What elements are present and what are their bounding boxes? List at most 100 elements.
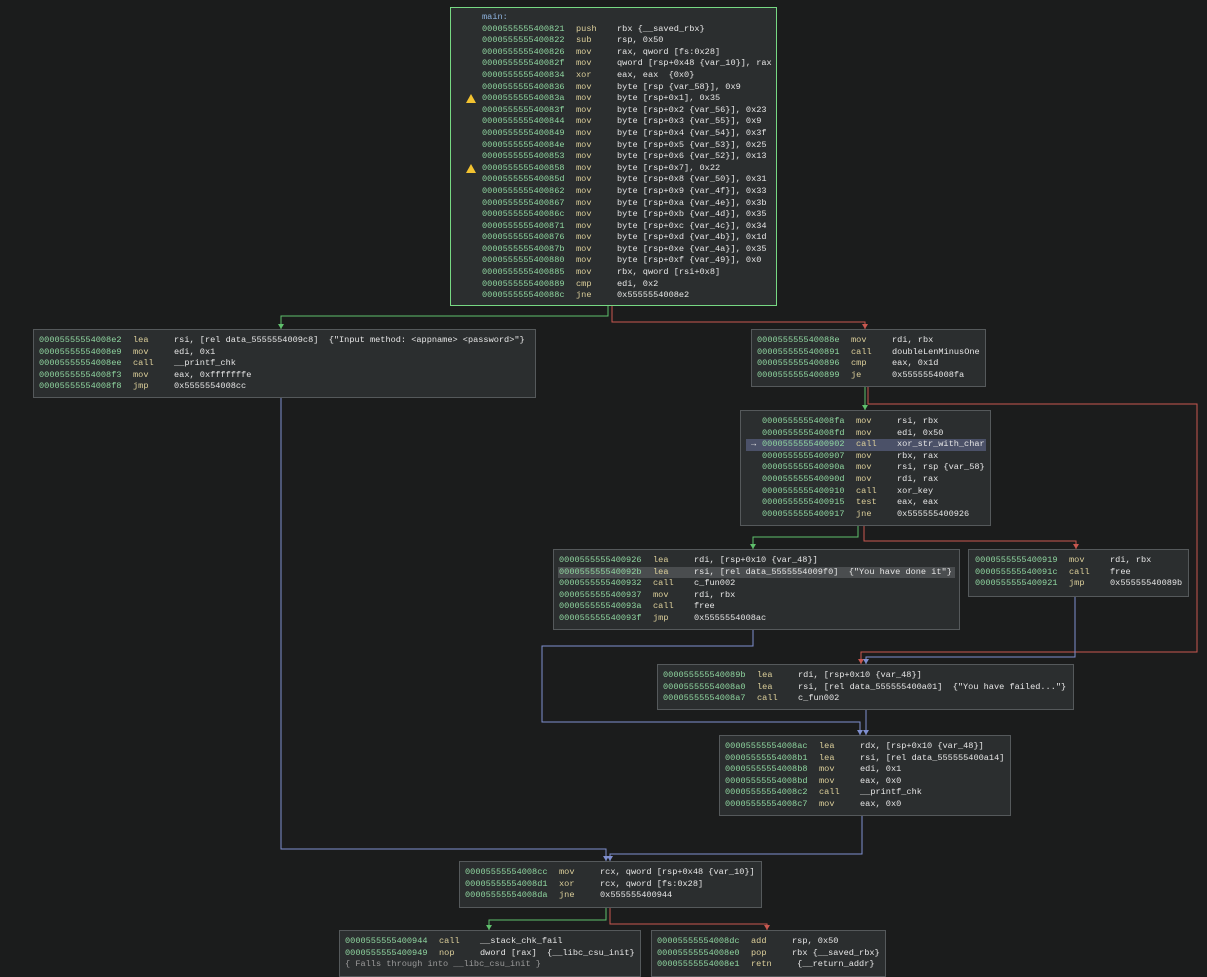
instruction-address[interactable]: 0000555555400917: [762, 508, 845, 519]
instruction-line[interactable]: 0000555555400889 cmp edi, 0x2: [482, 279, 776, 291]
false-edge-b8-to-b10[interactable]: [609, 908, 768, 930]
instruction-operands[interactable]: __printf_chk: [860, 787, 922, 798]
instruction-line[interactable]: 00005555554008fa mov rsi, rbx: [762, 416, 990, 428]
instruction-address[interactable]: 0000555555400907: [762, 450, 845, 461]
instruction-address[interactable]: 00005555554008bd: [725, 775, 808, 786]
instruction-line[interactable]: 00005555554008e2 lea rsi, [rel data_555555…: [39, 335, 535, 347]
instruction-line[interactable]: 00005555554008a0 lea rsi, [rel data_555555…: [663, 682, 1073, 694]
instruction-operands[interactable]: rax, qword [fs:0x28]: [617, 46, 721, 57]
instruction-line[interactable]: 0000555555400899 je 0x5555554008fa: [757, 370, 985, 382]
instruction-line[interactable]: 0000555555400834 xor eax, eax {0x0}: [482, 70, 776, 82]
basic-block[interactable]: 00005555554008fa mov rsi, rbx 0000555555400…: [740, 410, 991, 526]
instruction-address[interactable]: 0000555555400915: [762, 497, 845, 508]
basic-block[interactable]: 0000555555400926 lea rdi, [rsp+0x10 {var_4…: [553, 549, 960, 630]
instruction-address[interactable]: 000055555540084e: [482, 139, 565, 150]
instruction-line[interactable]: 000055555540083f mov byte [rsp+0x2 {var_56…: [482, 105, 776, 117]
instruction-line[interactable]: 0000555555400917 jne 0x555555400926: [762, 509, 990, 521]
instruction-address[interactable]: 00005555554008fa: [762, 416, 845, 426]
instruction-address[interactable]: 0000555555400885: [482, 267, 565, 278]
instruction-line[interactable]: 000055555540085d mov byte [rsp+0x8 {var_50…: [482, 174, 776, 186]
instruction-address[interactable]: 00005555554008cc: [465, 867, 548, 877]
instruction-line[interactable]: 00005555554008bd mov eax, 0x0: [725, 776, 1010, 788]
instruction-line[interactable]: 0000555555400915 test eax, eax: [762, 497, 990, 509]
instruction-address[interactable]: 000055555540092b: [559, 566, 642, 577]
instruction-line[interactable]: 0000555555400907 mov rbx, rax: [762, 451, 990, 463]
instruction-line[interactable]: 000055555540092b lea rsi, [rel data_555555…: [558, 566, 955, 579]
instruction-address[interactable]: 0000555555400891: [757, 346, 840, 357]
instruction-line[interactable]: 0000555555400871 mov byte [rsp+0xc {var_4c…: [482, 221, 776, 233]
instruction-line[interactable]: 0000555555400896 cmp eax, 0x1d: [757, 358, 985, 370]
instruction-line[interactable]: 000055555540093a call free: [559, 601, 959, 613]
warning-icon[interactable]: [466, 163, 476, 173]
jump-edge-b7-to-b8[interactable]: [609, 816, 863, 861]
instruction-operands[interactable]: edi, 0x2: [617, 278, 659, 289]
instruction-operands[interactable]: rdi, rax: [897, 473, 939, 484]
instruction-address[interactable]: 000055555540093a: [559, 601, 642, 612]
instruction-operands[interactable]: rdi, [rsp+0x10 {var_48}]: [694, 555, 818, 565]
instruction-address[interactable]: 000055555540083f: [482, 104, 565, 115]
instruction-operands[interactable]: 0x5555554008fa: [892, 369, 965, 380]
instruction-operands[interactable]: 0x5555554008cc: [174, 381, 247, 392]
instruction-line[interactable]: 00005555554008e1 retn {__return_addr}: [657, 959, 885, 971]
instruction-address[interactable]: 000055555540086c: [482, 209, 565, 220]
true-edge-b8-to-b9[interactable]: [488, 908, 607, 930]
instruction-address[interactable]: 00005555554008e1: [657, 959, 740, 970]
instruction-address[interactable]: 000055555540089b: [663, 670, 746, 680]
instruction-address[interactable]: 0000555555400867: [482, 197, 565, 208]
instruction-line[interactable]: 00005555554008b8 mov edi, 0x1: [725, 764, 1010, 776]
instruction-address[interactable]: 0000555555400876: [482, 232, 565, 243]
instruction-operands[interactable]: 0x55555540089b: [1110, 578, 1183, 589]
instruction-operands[interactable]: rsi, rsp {var_58}: [897, 462, 985, 473]
basic-block[interactable]: main: 0000555555400821 push rbx {__saved_rb…: [450, 7, 777, 306]
instruction-line[interactable]: 00005555554008e9 mov edi, 0x1: [39, 347, 535, 359]
instruction-line[interactable]: 00005555554008cc mov rcx, qword [rsp+0x48 …: [465, 867, 761, 879]
instruction-line[interactable]: 0000555555400858 mov byte [rsp+0x7], 0x22: [466, 163, 776, 175]
instruction-operands[interactable]: eax, 0x0: [860, 798, 902, 809]
warning-icon[interactable]: [466, 94, 476, 104]
instruction-line[interactable]: 0000555555400891 call doubleLenMinusOne: [757, 347, 985, 359]
instruction-address[interactable]: 0000555555400921: [975, 578, 1058, 589]
instruction-address[interactable]: 000055555540088e: [757, 335, 840, 345]
false-edge-b3-to-b5[interactable]: [863, 526, 1077, 549]
instruction-operands[interactable]: byte [rsp+0xf {var_49}], 0x0: [617, 255, 762, 266]
instruction-operands[interactable]: rsi, [rel data_5555554009c8] {"Input met…: [174, 335, 525, 345]
instruction-operands[interactable]: byte [rsp+0x9 {var_4f}], 0x33: [617, 185, 767, 196]
instruction-operands[interactable]: rdi, rbx: [694, 589, 736, 600]
instruction-operands[interactable]: rdi, rbx: [892, 335, 934, 345]
instruction-line[interactable]: 0000555555400876 mov byte [rsp+0xd {var_4b…: [482, 232, 776, 244]
instruction-address[interactable]: 000055555540087b: [482, 243, 565, 254]
instruction-line[interactable]: 0000555555400844 mov byte [rsp+0x3 {var_55…: [482, 116, 776, 128]
instruction-operands[interactable]: __stack_chk_fail: [480, 936, 563, 946]
instruction-address[interactable]: 00005555554008c2: [725, 787, 808, 798]
instruction-address[interactable]: 00005555554008b8: [725, 764, 808, 775]
instruction-address[interactable]: 0000555555400862: [482, 185, 565, 196]
instruction-line[interactable]: 000055555540091c call free: [975, 567, 1188, 579]
instruction-line[interactable]: 000055555540084e mov byte [rsp+0x5 {var_53…: [482, 140, 776, 152]
instruction-operands[interactable]: free: [1110, 566, 1131, 577]
instruction-line[interactable]: 0000555555400826 mov rax, qword [fs:0x28]: [482, 47, 776, 59]
instruction-operands[interactable]: byte [rsp+0xc {var_4c}], 0x34: [617, 220, 767, 231]
instruction-address[interactable]: 000055555540090a: [762, 462, 845, 473]
instruction-operands[interactable]: rsi, [rel data_555555400a14]: [860, 752, 1005, 763]
basic-block[interactable]: 00005555554008cc mov rcx, qword [rsp+0x48 …: [459, 861, 762, 908]
basic-block[interactable]: 00005555554008e2 lea rsi, [rel data_555555…: [33, 329, 536, 398]
instruction-address[interactable]: 0000555555400849: [482, 127, 565, 138]
instruction-address[interactable]: 0000555555400871: [482, 220, 565, 231]
instruction-operands[interactable]: xor_str_with_char: [897, 439, 985, 450]
instruction-address[interactable]: 00005555554008a0: [663, 681, 746, 692]
instruction-line[interactable]: 000055555540090d mov rdi, rax: [762, 474, 990, 486]
instruction-line[interactable]: 00005555554008da jne 0x555555400944: [465, 890, 761, 902]
instruction-address[interactable]: 0000555555400919: [975, 555, 1058, 565]
basic-block[interactable]: 000055555540089b lea rdi, [rsp+0x10 {var_4…: [657, 664, 1074, 710]
instruction-line[interactable]: 0000555555400885 mov rbx, qword [rsi+0x8]: [482, 267, 776, 279]
instruction-address[interactable]: 0000555555400834: [482, 69, 565, 80]
instruction-address[interactable]: 00005555554008dc: [657, 936, 740, 946]
instruction-line[interactable]: 00005555554008dc add rsp, 0x50: [657, 936, 885, 948]
instruction-operands[interactable]: eax, 0x0: [860, 775, 902, 786]
instruction-operands[interactable]: byte [rsp+0x8 {var_50}], 0x31: [617, 174, 767, 185]
instruction-line[interactable]: 0000555555400849 mov byte [rsp+0x4 {var_54…: [482, 128, 776, 140]
instruction-operands[interactable]: eax, 0xfffffffe: [174, 369, 252, 380]
instruction-line[interactable]: 000055555540086c mov byte [rsp+0xb {var_4d…: [482, 209, 776, 221]
instruction-operands[interactable]: byte [rsp+0x5 {var_53}], 0x25: [617, 139, 767, 150]
instruction-line[interactable]: 00005555554008b1 lea rsi, [rel data_555555…: [725, 753, 1010, 765]
